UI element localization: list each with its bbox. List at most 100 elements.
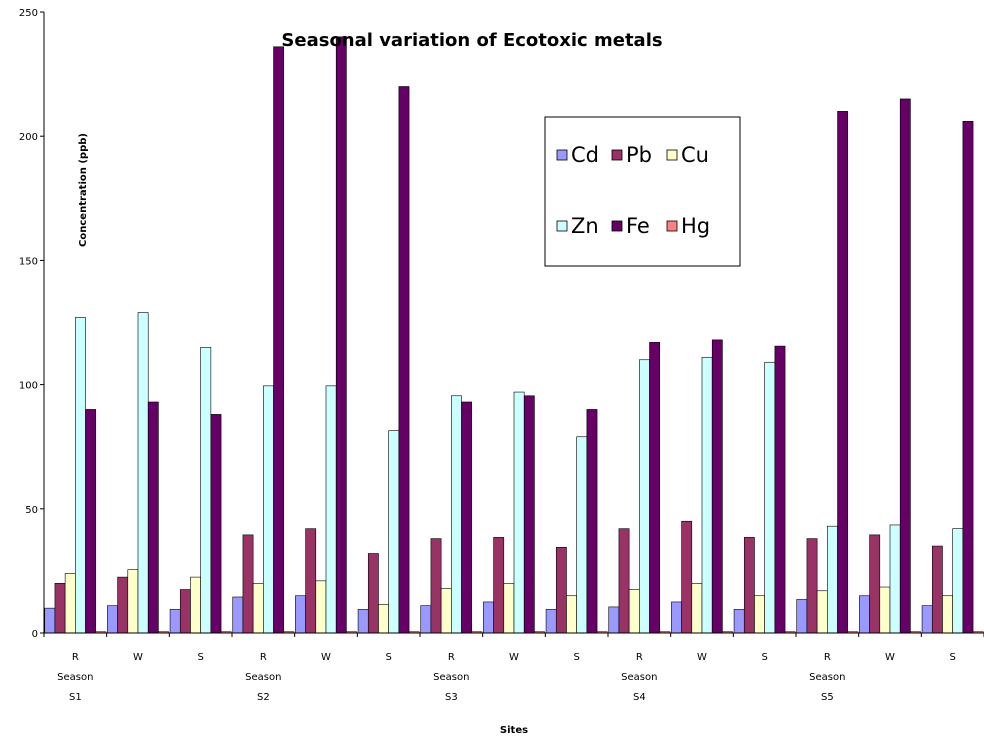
legend-swatch-cd [556, 149, 568, 161]
bar-pb-14 [931, 545, 943, 634]
legend-label-pb: Pb [626, 143, 652, 167]
bar-zn-7 [513, 391, 525, 634]
x-category-label: W [885, 652, 895, 663]
bar-cu-9 [628, 589, 640, 634]
bar-fe-2 [210, 414, 222, 634]
legend-swatch-cu [666, 149, 678, 161]
legend-swatch-hg [666, 220, 678, 232]
bar-cu-13 [879, 586, 891, 634]
bar-pb-0 [54, 583, 66, 634]
bar-zn-12 [827, 525, 838, 634]
bar-zn-6 [451, 395, 462, 634]
legend-label-cu: Cu [681, 143, 709, 167]
bars-layer [44, 36, 984, 634]
bar-pb-8 [555, 547, 567, 634]
bar-cd-12 [796, 599, 808, 634]
legend-label-hg: Hg [681, 214, 710, 238]
x-category-label: R [448, 652, 455, 663]
bar-cd-5 [357, 609, 369, 634]
bar-cd-13 [859, 595, 870, 634]
x-category-label: W [321, 652, 331, 663]
y-tick-label: 100 [19, 381, 38, 392]
bar-cd-4 [295, 595, 306, 634]
x-category-label: W [133, 652, 143, 663]
bar-pb-3 [242, 534, 254, 634]
x-labels-layer: R W S R W S R W S R W S R W S Season S1 Season S2 Season S3 S… [43, 633, 984, 703]
legend-label-fe: Fe [626, 214, 650, 238]
bar-zn-13 [889, 524, 901, 634]
bar-zn-0 [75, 317, 86, 634]
x-category-label: S [761, 652, 767, 663]
bar-cd-10 [671, 601, 682, 634]
bar-cu-6 [440, 587, 452, 634]
bar-cd-8 [545, 609, 557, 634]
bar-cu-2 [190, 576, 201, 634]
bar-cd-0 [44, 607, 56, 634]
bar-fe-5 [398, 86, 410, 634]
bar-zn-2 [200, 347, 212, 634]
bar-cu-12 [816, 590, 828, 634]
bar-pb-2 [179, 589, 191, 634]
chart-title: Seasonal variation of Ecotoxic metals [281, 30, 662, 51]
bar-cu-1 [127, 569, 139, 634]
bar-pb-13 [869, 534, 881, 634]
bar-cd-3 [232, 596, 244, 634]
legend-swatch-zn [556, 220, 568, 232]
legend-box [544, 116, 741, 267]
bar-cd-14 [921, 605, 933, 634]
x-category-label: R [824, 652, 831, 663]
bar-cu-4 [315, 580, 327, 634]
bar-fe-8 [586, 409, 598, 634]
bar-pb-7 [493, 537, 505, 634]
bar-fe-1 [147, 401, 159, 634]
x-category-label: R [260, 652, 267, 663]
y-tick-label: 150 [19, 256, 38, 267]
y-axis-title: Concentration (ppb) [78, 133, 89, 247]
bar-zn-5 [388, 430, 400, 634]
bar-cu-5 [378, 604, 389, 634]
x-group-label-line1: Season [621, 672, 657, 683]
bar-cu-10 [691, 583, 703, 634]
bar-zn-1 [137, 312, 149, 634]
bar-zn-14 [952, 528, 964, 634]
x-category-label: S [949, 652, 955, 663]
bar-cu-14 [942, 595, 953, 634]
bar-pb-4 [305, 528, 317, 634]
x-category-label: S [385, 652, 391, 663]
x-category-label: R [72, 652, 79, 663]
x-group-label-line2: S1 [69, 692, 82, 703]
x-group-label-line1: Season [809, 672, 845, 683]
bar-fe-11 [774, 345, 786, 634]
bar-pb-6 [430, 538, 442, 634]
x-axis-title: Sites [500, 725, 528, 736]
legend-label-zn: Zn [571, 214, 599, 238]
bar-cd-9 [608, 606, 620, 634]
bar-fe-6 [461, 401, 473, 634]
bar-zn-3 [263, 385, 274, 634]
bar-pb-9 [618, 528, 630, 634]
bar-cu-8 [566, 595, 577, 634]
bar-cu-0 [64, 573, 76, 634]
x-group-label-line2: S2 [257, 692, 270, 703]
x-category-label: W [697, 652, 707, 663]
bar-cd-7 [483, 601, 494, 634]
bar-fe-7 [523, 395, 535, 634]
bar-cd-6 [420, 605, 432, 634]
bar-cu-11 [754, 595, 765, 634]
bar-cd-1 [107, 605, 118, 634]
bar-fe-4 [335, 36, 347, 634]
y-tick-label: 0 [32, 629, 38, 640]
bar-fe-12 [837, 111, 849, 634]
bar-fe-14 [962, 120, 974, 634]
bar-pb-10 [681, 520, 693, 634]
bar-zn-11 [764, 361, 776, 634]
bar-zn-10 [701, 356, 713, 634]
bar-zn-4 [325, 385, 337, 634]
x-group-label-line1: Season [433, 672, 469, 683]
bar-fe-9 [649, 342, 661, 634]
legend-swatch-fe [611, 220, 623, 232]
x-category-label: S [197, 652, 203, 663]
bar-pb-1 [117, 576, 129, 634]
bar-fe-13 [899, 98, 911, 634]
